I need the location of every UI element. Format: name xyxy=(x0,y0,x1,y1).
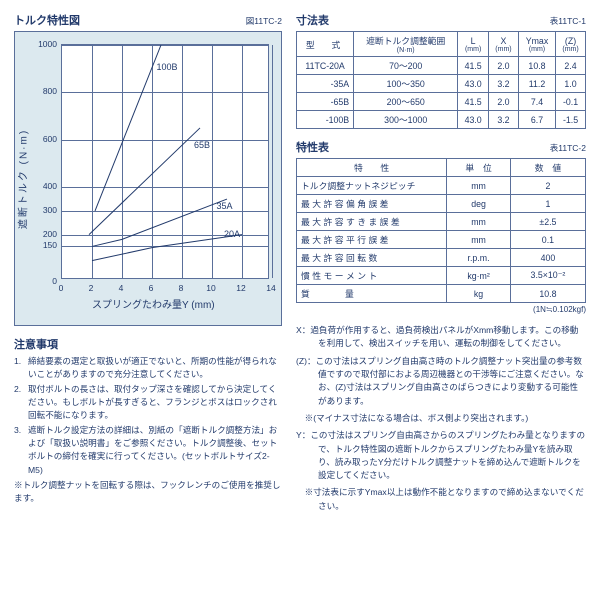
chart-xlabel: スプリングたわみ量Y (mm) xyxy=(92,296,215,311)
torque-chart: 100B65B35A20A 遮断トルク (N·m) スプリングたわみ量Y (mm… xyxy=(14,31,282,326)
dim-table-sub: 表11TC-1 xyxy=(550,15,586,27)
notes-title: 注意事項 xyxy=(14,336,282,352)
dimension-table: 型 式 遮断トルク調整範囲(N·m) L(mm) X(mm) Ymax(mm) … xyxy=(296,31,586,129)
char-table-title: 特性表 xyxy=(296,139,329,155)
char-table-sub: 表11TC-2 xyxy=(550,142,586,154)
chart-ylabel: 遮断トルク (N·m) xyxy=(15,128,30,228)
notes-footnote: ※トルク調整ナットを回転する際は、フックレンチのご使用を推奨します。 xyxy=(14,479,282,505)
notes-list: 1.締結要素の選定と取扱いが適正でないと、所期の性能が得られないことがありますの… xyxy=(14,355,282,477)
right-notes: X：過負荷が作用すると、過負荷検出パネルがXmm移動します。この移動を利用して、… xyxy=(296,324,586,513)
unit-conversion: (1N≒0.102kgf) xyxy=(296,305,586,314)
chart-title: トルク特性図 xyxy=(14,12,80,28)
chart-subtitle: 図11TC-2 xyxy=(246,15,282,27)
dim-table-title: 寸法表 xyxy=(296,12,329,28)
characteristics-table: 特 性 単 位 数 値 トルク調整ナットネジピッチmm2最 大 許 容 偏 角 … xyxy=(296,158,586,303)
